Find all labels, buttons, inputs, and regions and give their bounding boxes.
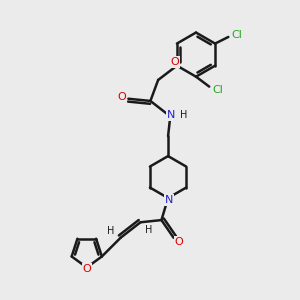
Text: O: O	[170, 57, 179, 67]
Text: N: N	[165, 195, 173, 205]
Text: O: O	[117, 92, 126, 101]
Text: N: N	[167, 110, 176, 120]
Text: H: H	[180, 110, 187, 120]
Text: H: H	[107, 226, 114, 236]
Text: H: H	[145, 225, 152, 235]
Text: Cl: Cl	[213, 85, 224, 95]
Text: O: O	[82, 264, 91, 274]
Text: Cl: Cl	[232, 30, 243, 40]
Text: O: O	[175, 237, 184, 247]
